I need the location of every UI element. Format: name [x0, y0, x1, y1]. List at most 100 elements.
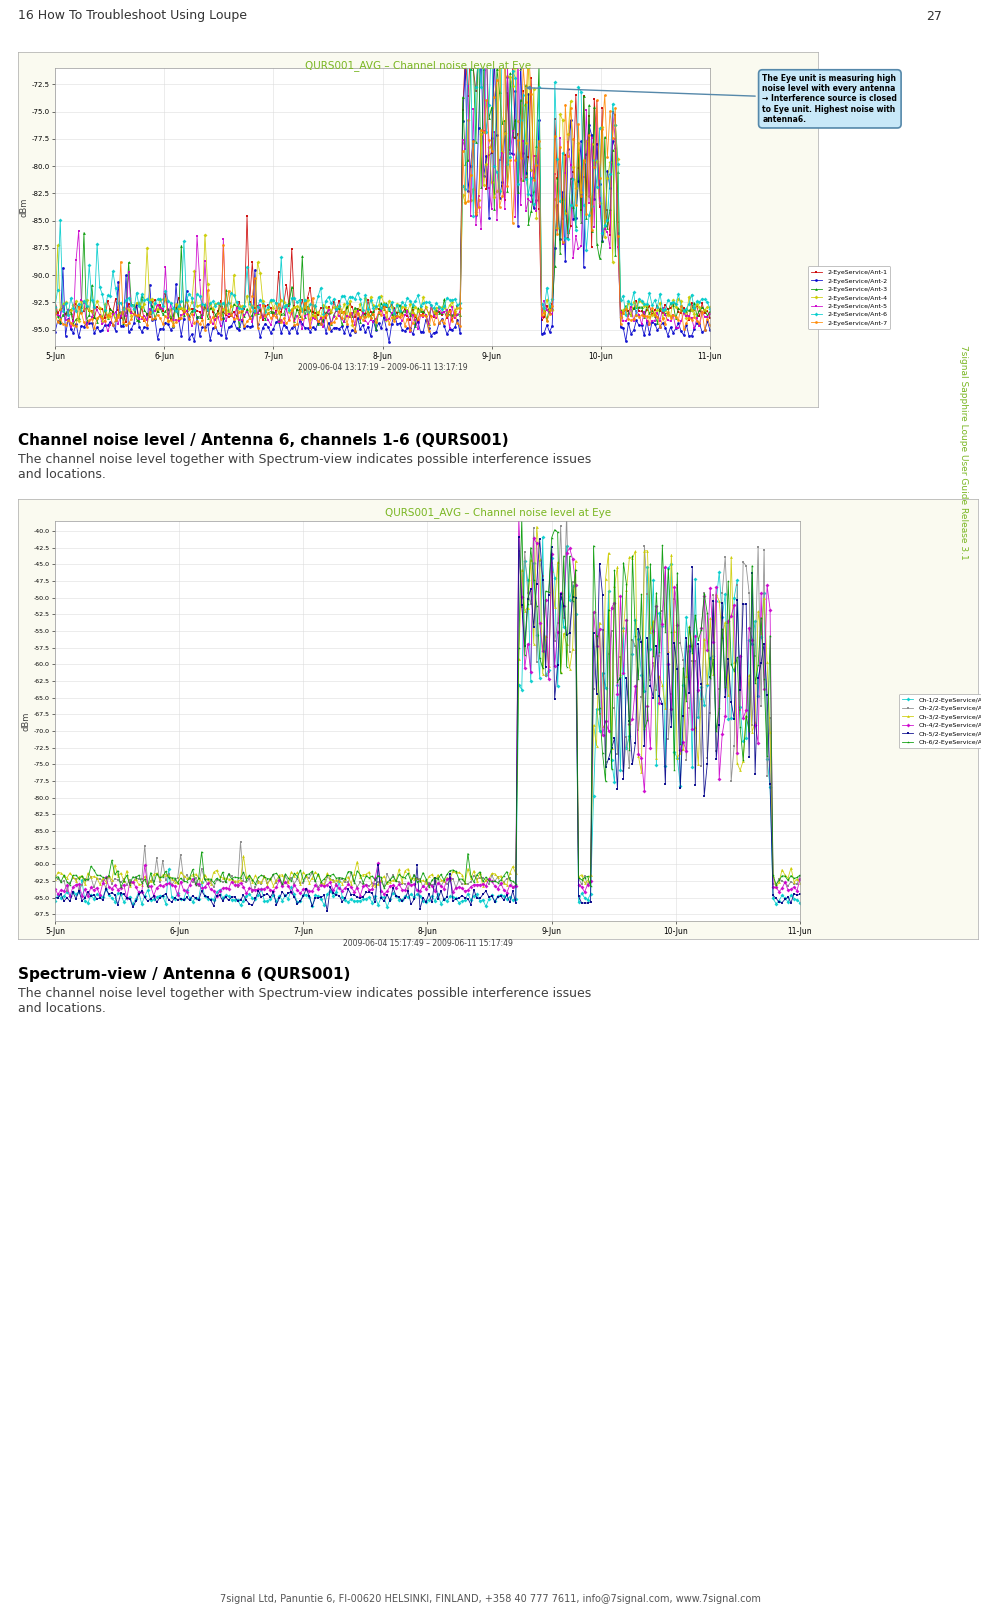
Ch-1/2-EyeService/Ant-6 — [483, 889, 494, 909]
Ch-1/2-EyeService/Ant-6 — [770, 894, 782, 914]
2-EyeService/Ant-6 — [428, 299, 439, 319]
Ch-3/2-EyeService/Ant-6 — [357, 865, 369, 884]
2-EyeService/Ant-1 — [491, 36, 503, 55]
2-EyeService/Ant-3 — [370, 319, 382, 338]
Ch-2/2-EyeService/Ant-6 — [360, 875, 372, 894]
2-EyeService/Ant-5 — [704, 304, 716, 323]
2-EyeService/Ant-2 — [384, 331, 395, 351]
Text: 16 How To Troubleshoot Using Loupe: 16 How To Troubleshoot Using Loupe — [18, 10, 246, 23]
Ch-4/2-EyeService/Ant-6 — [794, 868, 805, 888]
Line: 2-EyeService/Ant-6: 2-EyeService/Ant-6 — [54, 37, 711, 317]
Ch-6/2-EyeService/Ant-6 — [49, 868, 61, 888]
Y-axis label: dBm: dBm — [22, 711, 30, 731]
Ch-4/2-EyeService/Ant-6 — [175, 872, 186, 891]
2-EyeService/Ant-3 — [320, 302, 332, 322]
2-EyeService/Ant-3 — [312, 315, 324, 335]
2-EyeService/Ant-5 — [320, 306, 332, 325]
Text: QURS001_AVG – Channel noise level at Eye: QURS001_AVG – Channel noise level at Eye — [385, 508, 611, 519]
Y-axis label: dBm: dBm — [20, 197, 28, 217]
2-EyeService/Ant-1 — [160, 285, 172, 304]
2-EyeService/Ant-3 — [683, 301, 695, 320]
2-EyeService/Ant-6 — [312, 286, 324, 306]
2-EyeService/Ant-1 — [431, 302, 442, 322]
2-EyeService/Ant-6 — [683, 294, 695, 314]
2-EyeService/Ant-4 — [431, 298, 442, 317]
Ch-2/2-EyeService/Ant-6 — [351, 878, 363, 897]
Text: The channel noise level together with Spectrum-view indicates possible interfere: The channel noise level together with Sp… — [18, 986, 591, 1015]
2-EyeService/Ant-1 — [315, 298, 327, 317]
2-EyeService/Ant-7 — [157, 314, 169, 333]
2-EyeService/Ant-4 — [507, 76, 519, 95]
2-EyeService/Ant-5 — [431, 309, 442, 328]
Line: 2-EyeService/Ant-2: 2-EyeService/Ant-2 — [54, 44, 711, 343]
Line: Ch-6/2-EyeService/Ant-6: Ch-6/2-EyeService/Ant-6 — [54, 516, 801, 889]
2-EyeService/Ant-2 — [507, 144, 519, 163]
Ch-3/2-EyeService/Ant-6 — [172, 873, 183, 893]
Ch-6/2-EyeService/Ant-6 — [516, 508, 528, 527]
Text: 7signal Sapphire Loupe User Guide Release 3.1: 7signal Sapphire Loupe User Guide Releas… — [958, 346, 968, 559]
2-EyeService/Ant-7 — [349, 322, 361, 341]
2-EyeService/Ant-7 — [683, 309, 695, 328]
Ch-2/2-EyeService/Ant-6 — [794, 867, 805, 886]
Line: 2-EyeService/Ant-5: 2-EyeService/Ant-5 — [54, 32, 711, 333]
2-EyeService/Ant-4 — [493, 36, 505, 55]
2-EyeService/Ant-7 — [320, 306, 332, 325]
Ch-6/2-EyeService/Ant-6 — [483, 872, 494, 891]
2-EyeService/Ant-7 — [312, 310, 324, 330]
Line: Ch-4/2-EyeService/Ant-6: Ch-4/2-EyeService/Ant-6 — [54, 516, 801, 899]
2-EyeService/Ant-6 — [49, 298, 61, 317]
Ch-5/2-EyeService/Ant-6 — [770, 889, 782, 909]
Text: QURS001_AVG – Channel noise level at Eye: QURS001_AVG – Channel noise level at Eye — [305, 60, 531, 71]
Line: Ch-3/2-EyeService/Ant-6: Ch-3/2-EyeService/Ant-6 — [54, 526, 801, 889]
2-EyeService/Ant-1 — [323, 298, 335, 317]
2-EyeService/Ant-5 — [312, 312, 324, 331]
2-EyeService/Ant-4 — [683, 286, 695, 306]
Ch-5/2-EyeService/Ant-6 — [322, 902, 334, 922]
2-EyeService/Ant-4 — [704, 298, 716, 317]
Ch-6/2-EyeService/Ant-6 — [348, 873, 360, 893]
2-EyeService/Ant-2 — [320, 323, 332, 343]
2-EyeService/Ant-5 — [507, 121, 519, 141]
Ch-4/2-EyeService/Ant-6 — [770, 878, 782, 897]
Text: 7signal Ltd, Panuntie 6, FI-00620 HELSINKI, FINLAND, +358 40 777 7611, info@7sig: 7signal Ltd, Panuntie 6, FI-00620 HELSIN… — [220, 1594, 761, 1604]
2-EyeService/Ant-4 — [168, 315, 180, 335]
2-EyeService/Ant-2 — [431, 322, 442, 341]
2-EyeService/Ant-5 — [404, 323, 416, 343]
2-EyeService/Ant-7 — [499, 34, 511, 53]
Ch-3/2-EyeService/Ant-6 — [348, 863, 360, 883]
Ch-3/2-EyeService/Ant-6 — [767, 867, 779, 886]
Ch-5/2-EyeService/Ant-6 — [513, 527, 525, 547]
2-EyeService/Ant-3 — [157, 304, 169, 323]
Ch-4/2-EyeService/Ant-6 — [351, 878, 363, 897]
2-EyeService/Ant-5 — [481, 24, 492, 44]
Ch-4/2-EyeService/Ant-6 — [121, 889, 132, 909]
2-EyeService/Ant-6 — [504, 147, 516, 167]
Ch-1/2-EyeService/Ant-6 — [537, 527, 548, 547]
Text: The Eye unit is measuring high
noise level with every antenna
→ Interference sou: The Eye unit is measuring high noise lev… — [527, 73, 898, 125]
Ch-2/2-EyeService/Ant-6 — [49, 867, 61, 886]
Ch-5/2-EyeService/Ant-6 — [794, 884, 805, 904]
Ch-1/2-EyeService/Ant-6 — [348, 891, 360, 910]
2-EyeService/Ant-1 — [507, 55, 519, 74]
Ch-6/2-EyeService/Ant-6 — [357, 873, 369, 893]
2-EyeService/Ant-1 — [49, 291, 61, 310]
Ch-3/2-EyeService/Ant-6 — [49, 868, 61, 888]
Line: 2-EyeService/Ant-3: 2-EyeService/Ant-3 — [54, 37, 711, 330]
Line: 2-EyeService/Ant-7: 2-EyeService/Ant-7 — [54, 42, 711, 333]
Line: 2-EyeService/Ant-4: 2-EyeService/Ant-4 — [54, 44, 711, 327]
2-EyeService/Ant-3 — [431, 301, 442, 320]
2-EyeService/Ant-7 — [507, 213, 519, 233]
Line: 2-EyeService/Ant-1: 2-EyeService/Ant-1 — [54, 44, 711, 323]
Text: Spectrum-view / Antenna 6 (QURS001): Spectrum-view / Antenna 6 (QURS001) — [18, 967, 350, 982]
Text: 2009-06-04 15:17:49 – 2009-06-11 15:17:49: 2009-06-04 15:17:49 – 2009-06-11 15:17:4… — [342, 938, 512, 948]
Ch-4/2-EyeService/Ant-6 — [513, 508, 525, 527]
Ch-3/2-EyeService/Ant-6 — [770, 878, 782, 897]
2-EyeService/Ant-7 — [704, 315, 716, 335]
Text: 2009-06-04 13:17:19 – 2009-06-11 13:17:19: 2009-06-04 13:17:19 – 2009-06-11 13:17:1… — [297, 364, 467, 372]
2-EyeService/Ant-2 — [475, 36, 487, 55]
Ch-6/2-EyeService/Ant-6 — [379, 878, 390, 897]
Ch-2/2-EyeService/Ant-6 — [770, 875, 782, 894]
2-EyeService/Ant-6 — [157, 296, 169, 315]
Ch-1/2-EyeService/Ant-6 — [49, 891, 61, 910]
Ch-2/2-EyeService/Ant-6 — [561, 505, 573, 524]
